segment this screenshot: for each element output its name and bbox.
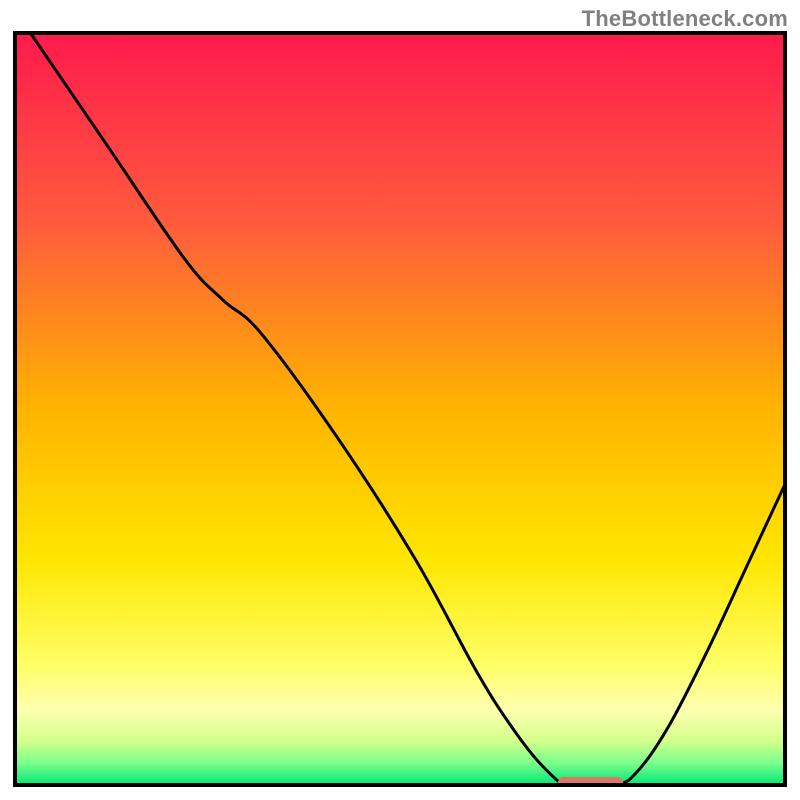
bottleneck-chart: TheBottleneck.com: [0, 0, 800, 800]
watermark-text: TheBottleneck.com: [582, 6, 788, 32]
chart-svg: [0, 0, 800, 800]
gradient-background: [15, 33, 785, 785]
